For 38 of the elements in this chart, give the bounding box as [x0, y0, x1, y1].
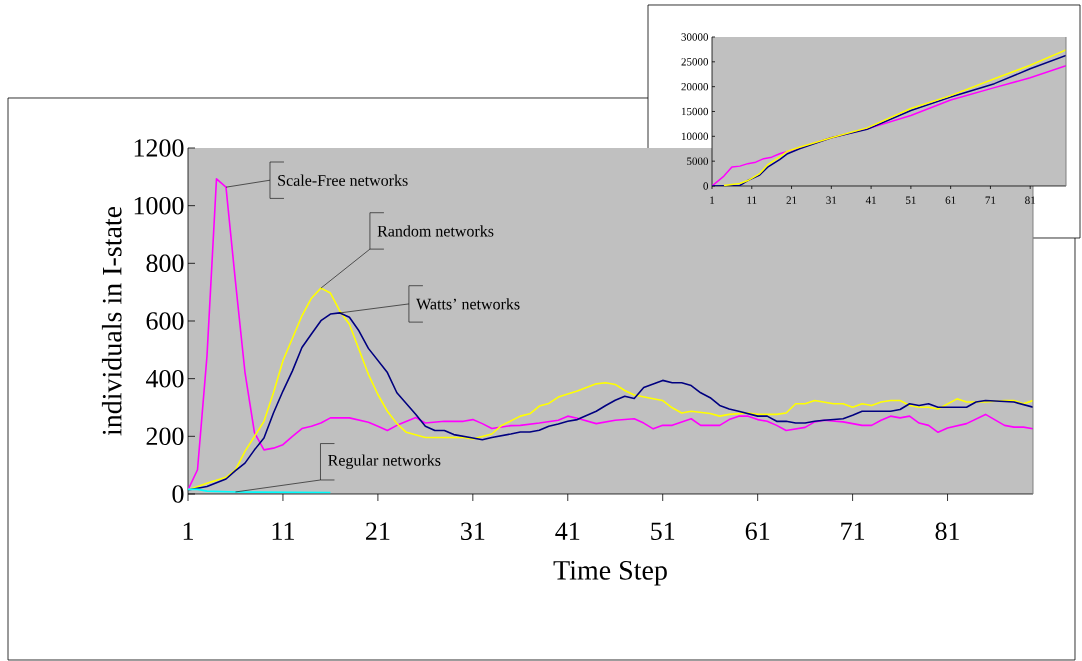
annotation: Regular networks	[328, 454, 441, 470]
x-tick-label: 1	[183, 522, 193, 540]
y-tick-label: 15000	[681, 107, 709, 116]
y-axis-title: individuals in I-state	[101, 206, 122, 436]
x-tick-label: 21	[786, 196, 797, 204]
y-tick-label: 25000	[681, 58, 709, 66]
y-tick-label: 600	[146, 312, 184, 330]
y-tick-label: 200	[146, 427, 184, 446]
x-axis-title: Time Step	[553, 560, 667, 586]
annotation: Scale-Free networks	[278, 174, 408, 186]
y-tick-label: 10000	[681, 132, 709, 141]
annotation: Random networks	[377, 225, 494, 237]
y-tick-label: 20000	[681, 82, 709, 91]
x-tick-label: 61	[945, 196, 956, 204]
y-tick-label: 1200	[134, 139, 184, 157]
x-tick-label: 81	[935, 522, 959, 541]
y-tick-label: 5000	[687, 157, 709, 165]
x-tick-label: 11	[272, 522, 294, 540]
y-tick-label: 1000	[134, 196, 184, 215]
x-tick-label: 11	[747, 196, 757, 204]
x-tick-label: 71	[985, 196, 996, 204]
y-tick-label: 400	[145, 369, 184, 388]
y-tick-label: 0	[703, 182, 709, 190]
x-tick-label: 31	[461, 522, 485, 540]
x-tick-label: 41	[865, 196, 876, 204]
x-tick-label: 51	[906, 196, 916, 204]
x-tick-label: 71	[841, 522, 865, 540]
y-tick-label: 800	[146, 254, 184, 273]
x-tick-label: 81	[1025, 196, 1036, 204]
y-tick-label: 30000	[681, 33, 709, 41]
x-tick-label: 41	[555, 522, 580, 540]
x-tick-label: 51	[651, 522, 675, 540]
x-tick-label: 21	[366, 522, 390, 540]
x-tick-label: 1	[710, 196, 715, 204]
x-tick-label: 61	[745, 522, 770, 540]
x-tick-label: 31	[826, 196, 837, 204]
annotation: Watts’ networks	[416, 298, 520, 310]
y-tick-label: 0	[172, 485, 184, 503]
